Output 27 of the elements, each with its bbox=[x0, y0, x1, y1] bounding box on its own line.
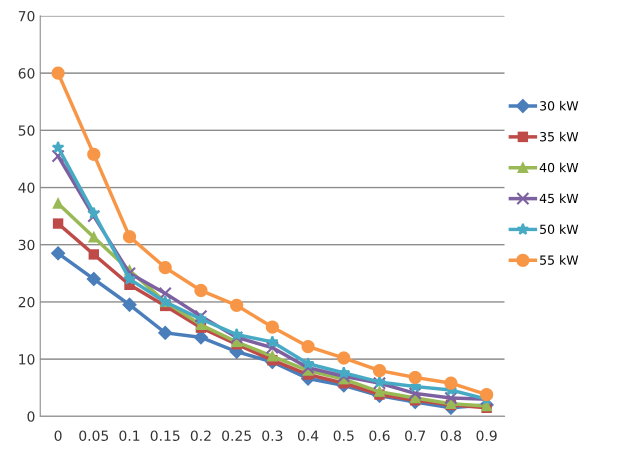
x-tick-label: 0.9 bbox=[476, 430, 497, 441]
x-tick-label: 0.7 bbox=[405, 430, 426, 441]
y-tick-label: 40 bbox=[18, 182, 34, 193]
legend-label: 35 kW bbox=[540, 132, 578, 142]
y-tick-label: 60 bbox=[18, 68, 34, 79]
legend-label: 40 kW bbox=[540, 162, 578, 172]
y-tick-label: 70 bbox=[18, 10, 34, 22]
x-tick-label: 0 bbox=[54, 430, 62, 441]
x-tick-label: 0.1 bbox=[119, 430, 140, 441]
y-tick-label: 0 bbox=[27, 411, 34, 422]
y-tick-label: 10 bbox=[19, 354, 34, 365]
x-tick-label: 0.15 bbox=[150, 430, 180, 441]
legend-label: 30 kW bbox=[540, 100, 578, 111]
x-tick-label: 0.4 bbox=[298, 430, 318, 441]
x-tick-label: 0.6 bbox=[369, 430, 390, 441]
legend-label: 55 kW bbox=[540, 255, 578, 265]
x-tick-label: 0.25 bbox=[222, 430, 251, 441]
x-tick-label: 0.2 bbox=[190, 430, 211, 441]
x-tick-label: 0.3 bbox=[262, 430, 282, 441]
legend-label: 50 kW bbox=[540, 224, 578, 234]
x-tick-label: 0.5 bbox=[334, 430, 354, 441]
y-tick-label: 30 bbox=[18, 240, 34, 250]
x-tick-label: 0.8 bbox=[440, 430, 462, 441]
y-tick-label: 50 bbox=[18, 125, 34, 136]
y-tick-label: 20 bbox=[18, 296, 34, 308]
legend-label: 45 kW bbox=[540, 193, 578, 204]
x-tick-label: 0.05 bbox=[79, 430, 108, 441]
